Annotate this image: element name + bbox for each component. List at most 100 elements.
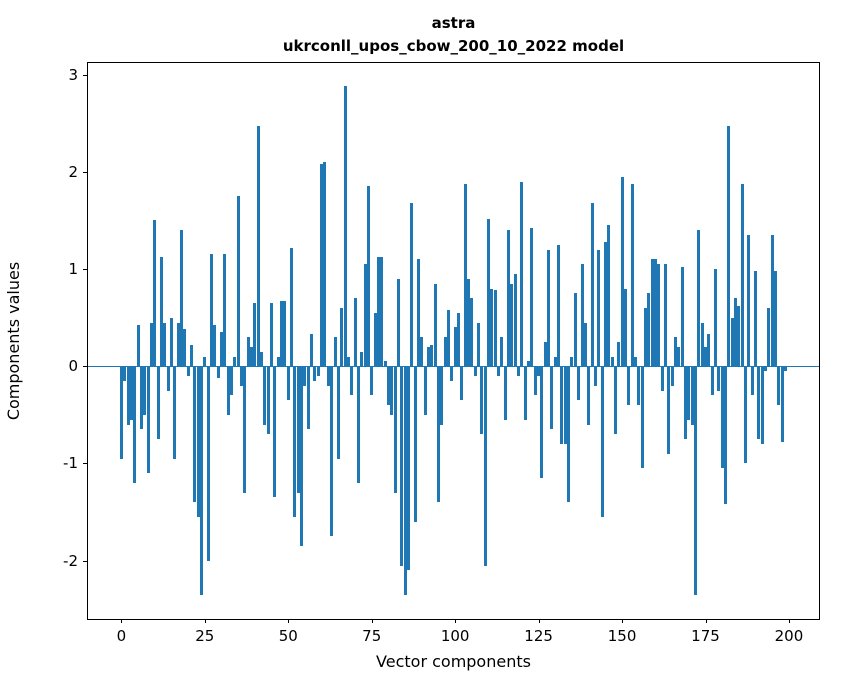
bar [737,306,741,367]
bar [156,366,160,440]
bar [500,337,504,367]
bar [189,344,193,367]
bar [687,366,691,420]
bar [119,366,123,459]
bar [360,351,364,367]
bar [283,301,287,367]
bar [724,366,728,505]
bar [547,249,551,367]
bar [580,264,584,367]
bar [467,278,471,367]
bar [136,325,140,367]
x-tick-mark [288,619,290,623]
bar [760,366,764,445]
bar [704,346,707,367]
bar [320,164,324,367]
bar [497,366,501,376]
bar [683,366,687,440]
bar [390,366,394,415]
bar [230,366,234,396]
x-tick-label: 150 [607,627,637,645]
bar [543,341,547,367]
bar [420,337,424,367]
x-tick-mark [455,619,457,623]
bar [179,230,183,367]
bar [270,303,274,367]
bar [330,366,334,537]
bar [436,366,440,503]
bar [557,244,561,367]
bar [693,366,697,595]
bar [373,312,377,367]
bar [410,202,414,367]
x-tick-label: 25 [195,627,215,645]
bar [333,337,337,367]
x-tick-label: 200 [774,627,804,645]
y-tick-mark [83,463,87,465]
bar [273,366,277,498]
bar [510,283,514,367]
bar [250,346,254,367]
bar [166,366,170,391]
y-tick-label: 2 [68,162,78,181]
bar [413,366,417,522]
bar [176,322,180,367]
bar [730,317,734,367]
y-tick-label: 1 [68,260,78,279]
x-tick-label: 100 [440,627,470,645]
bar [550,366,554,430]
bar [440,366,444,425]
bar [757,366,761,440]
bar [653,259,657,367]
bar [403,366,407,595]
bar [126,366,130,425]
bar [123,366,127,381]
ticks-layer: 3 2 1 0 -1 -2 0 25 50 75 100 125 150 175 200 [63,63,819,645]
y-tick-label: -2 [63,551,78,570]
bar [446,309,450,367]
y-tick-mark [83,74,87,76]
bar [587,366,591,425]
bar [764,366,768,372]
bar [300,366,304,547]
bar [416,259,420,367]
bar [260,351,264,367]
bar [640,366,644,469]
bar [493,290,497,367]
bar [316,366,320,376]
x-axis-label: Vector components [376,652,531,671]
bar [460,366,464,401]
bar [507,230,511,367]
bar [343,86,347,367]
bar [597,249,601,367]
bar [183,329,187,367]
bar [477,322,481,367]
bar [620,176,624,367]
bar [663,264,667,367]
bar [527,361,531,367]
bar [303,366,307,386]
bar [593,366,597,386]
bar [770,235,774,367]
bar [590,202,594,367]
bar [754,271,758,367]
bar [657,264,661,367]
bar [220,332,223,367]
bar [393,366,397,493]
bar [520,181,524,367]
y-axis-label: Components values [4,262,23,420]
x-tick-mark [705,619,707,623]
bar [406,366,410,571]
bar [149,322,153,367]
bar [169,317,173,367]
bar [199,366,203,595]
bar [396,278,400,367]
bar [483,366,487,566]
bar [457,312,460,367]
bar [276,356,280,367]
chart-title-line1: astra [431,14,476,32]
bar [129,366,133,420]
bar [677,346,681,367]
bar [670,366,674,386]
y-tick-label: 3 [68,65,78,84]
